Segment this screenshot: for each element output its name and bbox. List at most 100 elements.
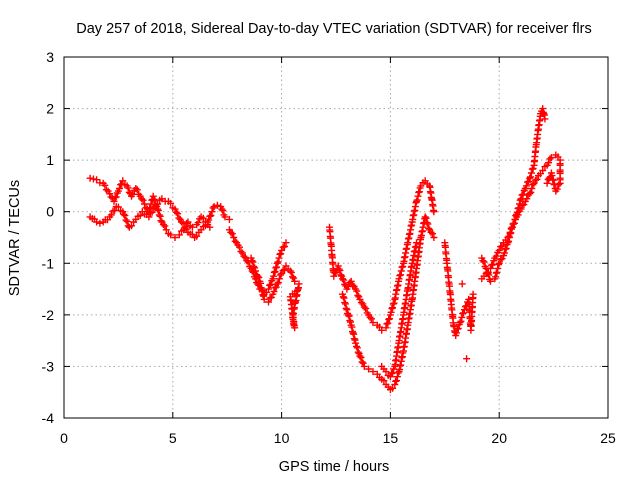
data-point [353, 344, 361, 352]
data-point [421, 213, 429, 221]
data-point [267, 281, 275, 288]
data-point [128, 222, 135, 230]
data-point [528, 185, 536, 192]
data-point [359, 359, 367, 367]
x-tick-label: 0 [60, 430, 68, 446]
data-point [368, 315, 375, 323]
data-point [138, 195, 146, 203]
data-point [114, 203, 122, 211]
data-point [167, 231, 175, 239]
data-point [206, 223, 214, 231]
data-point [347, 277, 355, 285]
data-point [356, 295, 364, 303]
data-point [547, 169, 555, 177]
data-point [357, 299, 365, 307]
data-point [430, 234, 438, 241]
data-point [155, 211, 163, 219]
data-point [391, 381, 399, 388]
data-point [369, 368, 377, 376]
series-10 [478, 151, 564, 285]
data-point [469, 290, 477, 298]
data-point [463, 355, 471, 363]
data-point [545, 174, 553, 182]
data-point [210, 203, 218, 211]
data-point [387, 308, 395, 316]
data-point [389, 369, 397, 377]
data-point [527, 169, 535, 177]
data-point [93, 176, 101, 184]
data-point [482, 264, 490, 272]
data-point [485, 271, 493, 279]
data-point [390, 299, 398, 307]
data-point [162, 226, 170, 234]
data-point [199, 214, 207, 222]
data-point [112, 193, 120, 201]
data-point [340, 276, 348, 284]
data-point [352, 339, 360, 347]
data-point [527, 188, 535, 196]
data-point [458, 280, 466, 288]
data-point [356, 352, 364, 360]
data-point [270, 288, 278, 296]
data-point [498, 242, 506, 250]
data-point [139, 196, 147, 204]
data-point [102, 186, 110, 194]
data-point [156, 212, 164, 220]
y-tick-label: 0 [46, 204, 54, 220]
data-point [227, 228, 235, 236]
data-point [335, 265, 343, 273]
data-point [93, 218, 101, 226]
data-point [369, 319, 377, 327]
data-point [111, 194, 119, 202]
data-point [201, 222, 209, 230]
data-point [393, 373, 401, 381]
data-point [386, 315, 393, 323]
data-point [425, 224, 433, 232]
data-point [556, 179, 564, 187]
data-point [291, 277, 299, 285]
data-point [275, 275, 283, 283]
data-point [179, 219, 187, 227]
data-point [267, 293, 275, 301]
data-point [125, 188, 133, 196]
data-point [365, 365, 373, 373]
data-point [530, 179, 538, 187]
y-tick-label: 1 [46, 152, 54, 168]
data-point [357, 354, 365, 361]
data-point [96, 219, 104, 227]
x-tick-label: 20 [491, 430, 507, 446]
data-point [277, 271, 284, 279]
data-point [124, 184, 132, 192]
data-point [277, 250, 285, 258]
data-point [209, 204, 217, 212]
data-point [484, 270, 492, 278]
data-point [366, 313, 374, 321]
y-tick-label: -2 [42, 307, 55, 323]
data-point [362, 305, 370, 312]
data-point [525, 177, 533, 185]
data-point [120, 210, 128, 218]
data-point [505, 237, 513, 245]
data-point [547, 154, 555, 162]
data-point [501, 245, 509, 253]
data-point [533, 175, 541, 183]
data-point [457, 317, 465, 325]
data-point [330, 272, 338, 280]
x-tick-label: 25 [600, 430, 616, 446]
data-point [122, 216, 130, 224]
axis-ticks: 0 5 10 15 20 25 -4 -3 -2 -1 0 1 2 3 [42, 49, 616, 446]
series-8 [441, 239, 477, 363]
data-point [149, 192, 157, 200]
data-point [413, 239, 420, 247]
data-point [249, 258, 257, 266]
series-6 [339, 213, 438, 394]
y-tick-label: -3 [42, 358, 55, 374]
data-point [336, 266, 344, 274]
data-point [265, 285, 272, 293]
data-point [495, 246, 503, 254]
data-point [266, 281, 274, 289]
data-point [206, 212, 214, 220]
data-point [382, 324, 390, 332]
data-point [237, 248, 245, 256]
data-point [543, 179, 551, 187]
